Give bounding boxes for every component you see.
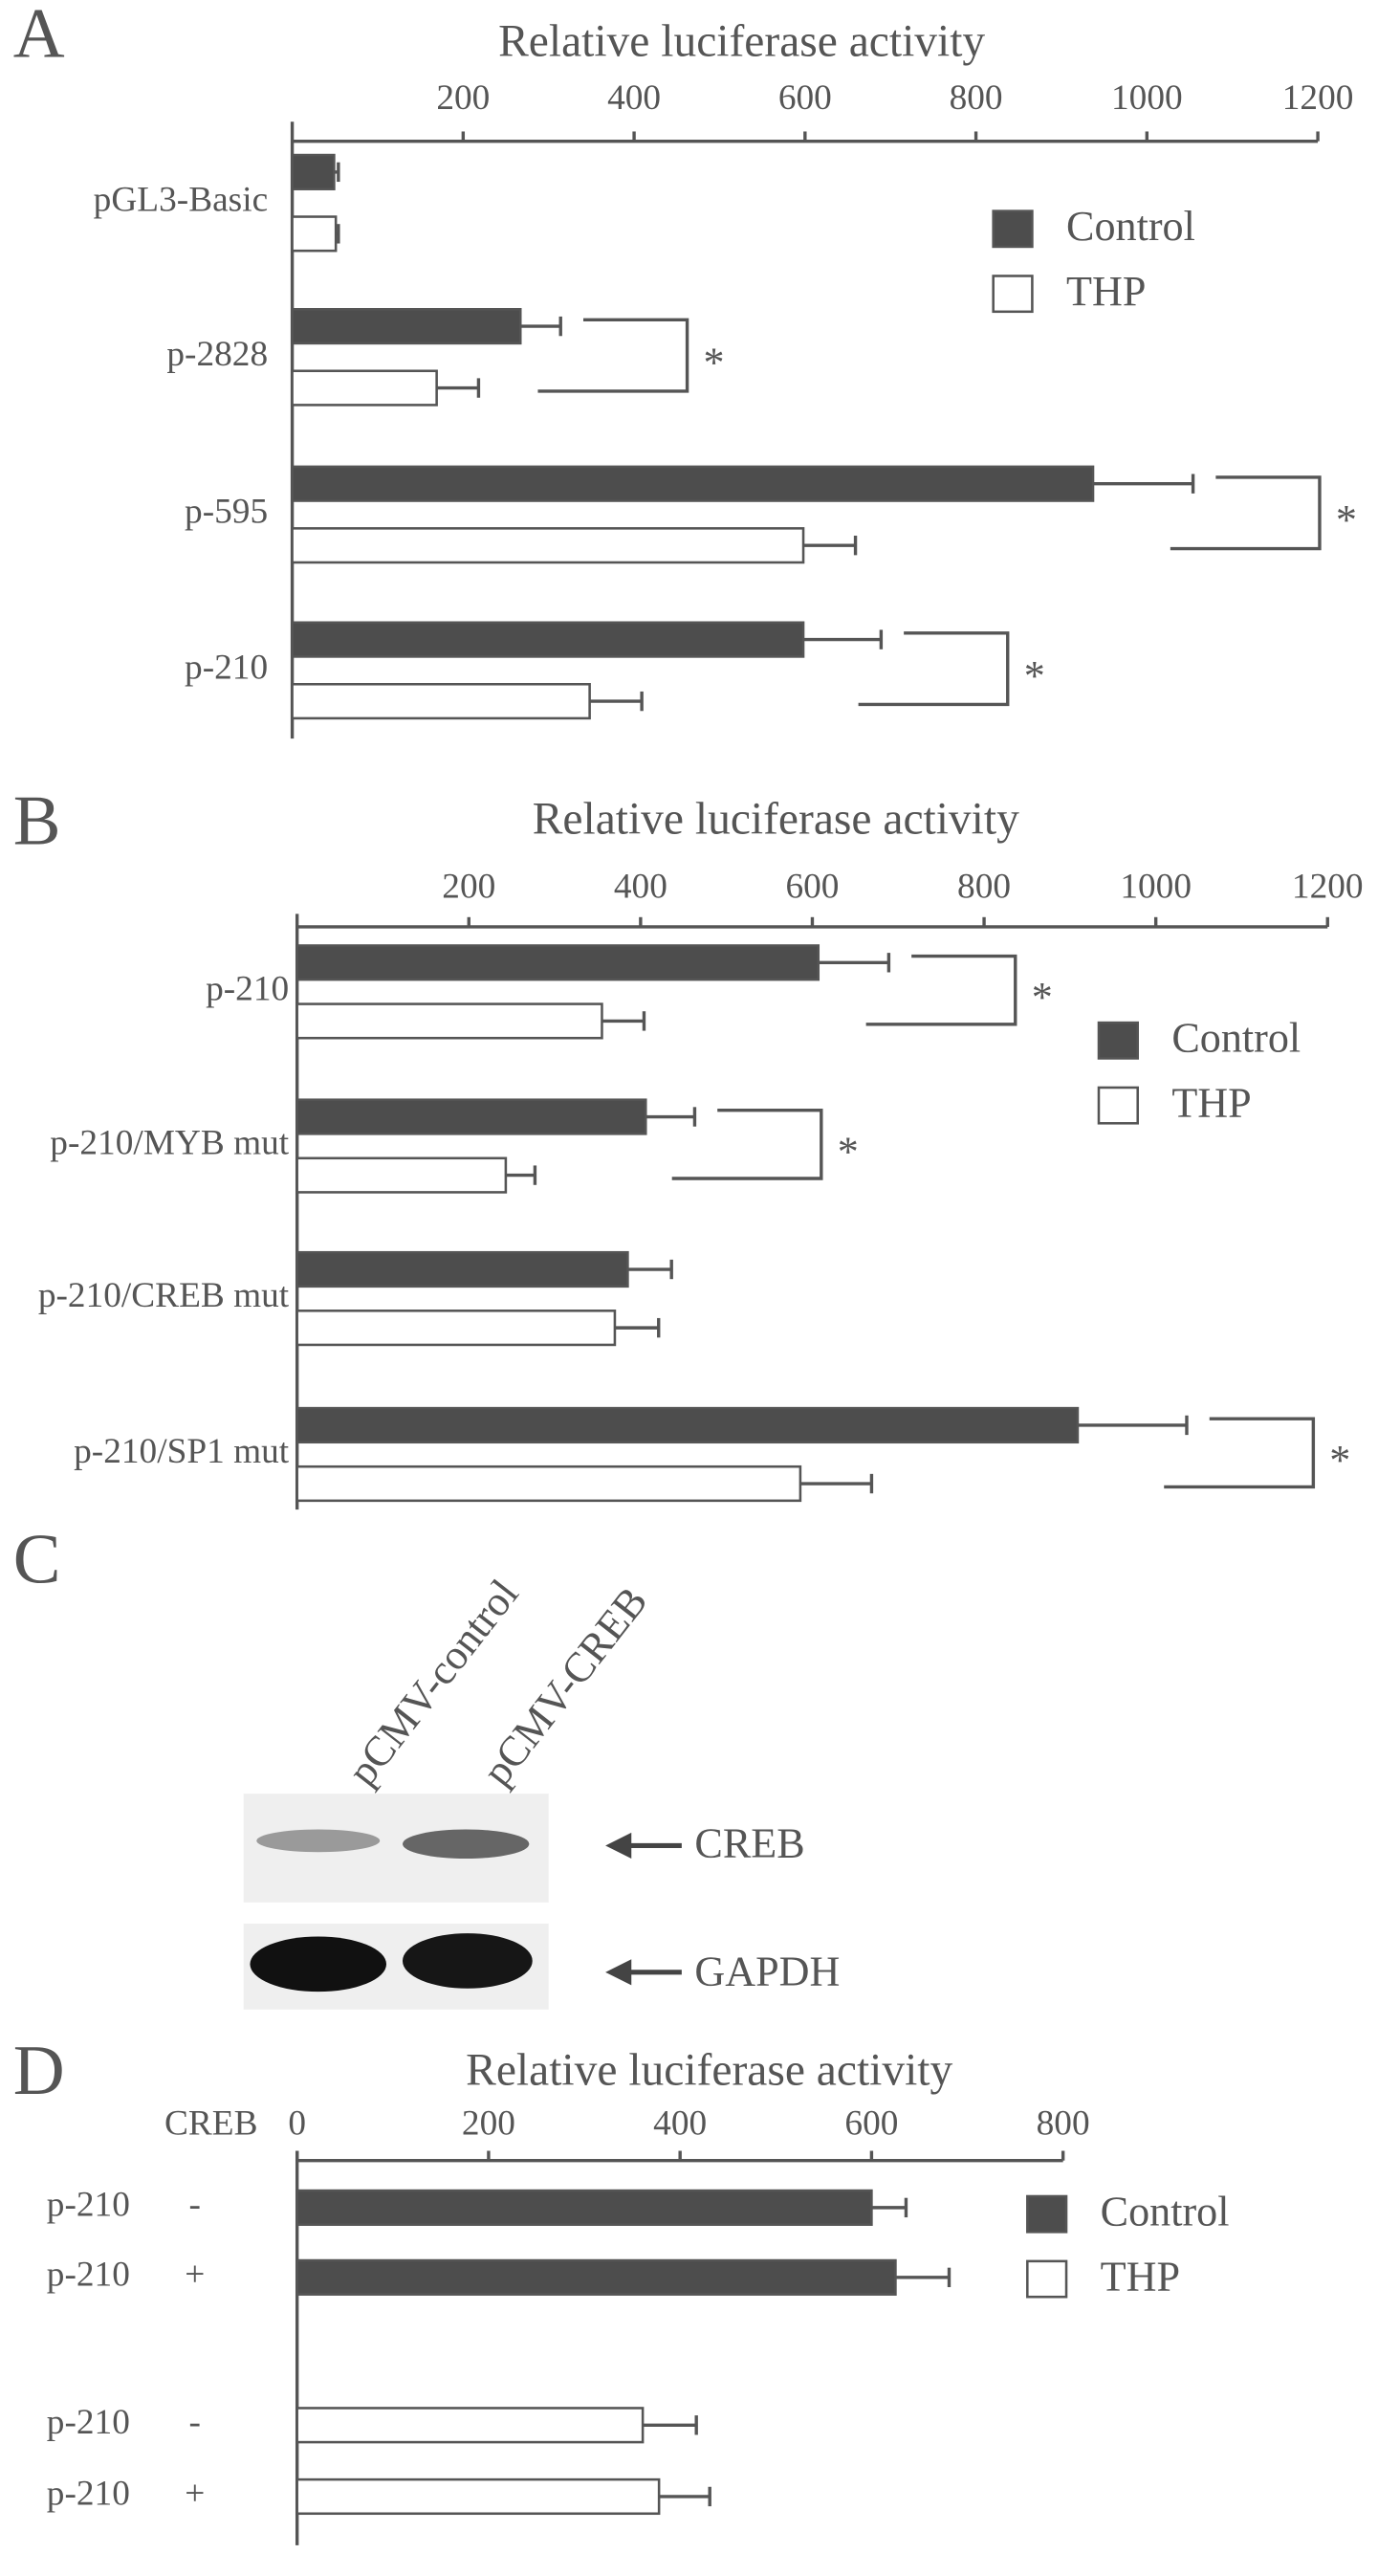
x-tick-label: 1200 xyxy=(1292,868,1364,907)
band-label: CREB xyxy=(694,1819,804,1866)
legend-label: Control xyxy=(1101,2188,1230,2235)
x-tick-label: 400 xyxy=(653,2104,707,2144)
category-label: p-595 xyxy=(185,493,268,532)
category-label: p-210 xyxy=(206,969,289,1008)
x-tick-label: 0 xyxy=(288,2104,306,2144)
significance-bracket xyxy=(858,631,1010,707)
significance-bracket xyxy=(671,1109,823,1180)
x-tick-label: 1000 xyxy=(1111,78,1183,118)
bar xyxy=(291,369,438,407)
bar xyxy=(291,308,522,345)
x-tick-label: 400 xyxy=(614,868,667,907)
legend-swatch xyxy=(992,209,1034,249)
bar xyxy=(295,2189,873,2226)
x-tick-label: 1000 xyxy=(1120,868,1192,907)
bar xyxy=(291,215,338,253)
legend-swatch xyxy=(992,275,1034,314)
panel-letter: C xyxy=(13,1520,61,1599)
legend-swatch xyxy=(1097,1021,1139,1060)
arrow-head xyxy=(605,1832,632,1860)
panel-letter: D xyxy=(13,2031,65,2110)
bar xyxy=(295,1250,629,1288)
bar xyxy=(295,1156,508,1194)
category-label: p-210/CREB mut xyxy=(38,1276,290,1315)
bar xyxy=(295,1464,802,1503)
significance-star: * xyxy=(1329,1437,1350,1484)
axis-title: Relative luciferase activity xyxy=(498,16,985,66)
x-tick-label: 200 xyxy=(462,2104,515,2144)
bar xyxy=(291,527,805,564)
category-label: p-2828 xyxy=(166,335,268,374)
significance-bracket xyxy=(865,954,1017,1026)
blot-band xyxy=(250,1936,387,1993)
bar xyxy=(295,944,820,981)
legend-label: Control xyxy=(1171,1015,1301,1062)
blot-band xyxy=(402,1933,533,1989)
blot-band xyxy=(402,1829,530,1860)
creb-label: - xyxy=(189,2185,201,2224)
panel-letter: A xyxy=(13,0,65,74)
legend-swatch xyxy=(1026,2259,1068,2299)
category-label: p-210 xyxy=(185,648,268,687)
blot-panel: C pCMV-control pCMV-CREB CREB GAPDH xyxy=(13,1520,840,2010)
creb-label: - xyxy=(189,2403,201,2442)
bar xyxy=(291,621,805,658)
significance-star: * xyxy=(1024,652,1045,699)
x-tick-label: 800 xyxy=(957,868,1011,907)
bar xyxy=(295,2407,645,2444)
legend-label: THP xyxy=(1101,2253,1180,2300)
x-tick-label: 600 xyxy=(844,2104,898,2144)
bar xyxy=(295,1406,1080,1444)
bar xyxy=(295,1002,603,1040)
category-label: p-210 xyxy=(47,2403,130,2442)
significance-star: * xyxy=(838,1128,859,1175)
legend-swatch xyxy=(1026,2194,1068,2234)
legend-swatch xyxy=(1097,1086,1139,1125)
axis-title: Relative luciferase activity xyxy=(466,2046,952,2096)
legend-label: THP xyxy=(1066,268,1146,315)
legend-label: THP xyxy=(1171,1079,1251,1126)
category-label: p-210/MYB mut xyxy=(50,1124,290,1163)
x-tick-label: 400 xyxy=(607,78,661,118)
bar xyxy=(295,1098,647,1135)
x-tick-label: 200 xyxy=(436,78,490,118)
bar xyxy=(295,1310,617,1347)
significance-star: * xyxy=(1336,496,1357,543)
significance-bracket xyxy=(537,318,689,393)
arrow-head xyxy=(605,1959,632,1986)
x-tick-label: 800 xyxy=(950,78,1003,118)
panel-letter: B xyxy=(13,782,61,861)
category-label: pGL3-Basic xyxy=(94,181,268,220)
creb-label: + xyxy=(185,2475,205,2514)
category-label: p-210 xyxy=(47,2185,130,2224)
creb-label: + xyxy=(185,2255,205,2294)
category-label: p-210 xyxy=(47,2475,130,2514)
bar xyxy=(291,683,591,720)
category-label: p-210 xyxy=(47,2255,130,2294)
band-label: GAPDH xyxy=(694,1948,840,1994)
x-tick-label: 200 xyxy=(442,868,495,907)
x-tick-label: 600 xyxy=(778,78,832,118)
significance-bracket xyxy=(1170,475,1322,551)
significance-star: * xyxy=(704,340,725,386)
axis-title: Relative luciferase activity xyxy=(533,794,1019,844)
blot-band xyxy=(256,1829,381,1853)
x-tick-label: 800 xyxy=(1037,2104,1090,2144)
bar xyxy=(291,153,336,190)
bar xyxy=(291,465,1095,502)
x-tick-label: 1200 xyxy=(1282,78,1354,118)
row-header: CREB xyxy=(164,2104,258,2144)
bar xyxy=(295,2477,661,2516)
legend-label: Control xyxy=(1066,203,1195,250)
category-label: p-210/SP1 mut xyxy=(74,1432,290,1471)
significance-bracket xyxy=(1164,1417,1316,1489)
x-tick-label: 600 xyxy=(785,868,839,907)
bar xyxy=(295,2258,897,2296)
significance-star: * xyxy=(1032,974,1053,1021)
